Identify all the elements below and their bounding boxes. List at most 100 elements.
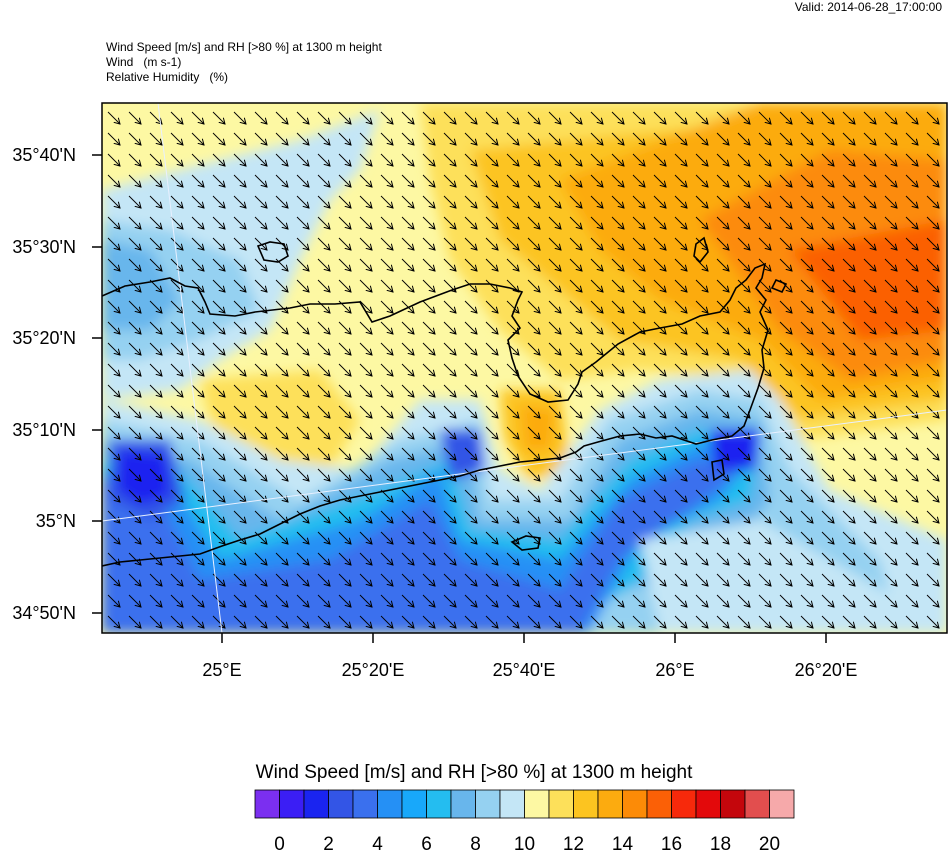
wind-arrow <box>758 174 771 187</box>
wind-arrow <box>737 447 750 460</box>
wind-arrow <box>464 300 477 313</box>
wind-arrow <box>842 258 855 271</box>
wind-arrow <box>548 384 561 397</box>
wind-arrow <box>464 132 477 145</box>
wind-arrow <box>170 594 183 607</box>
lon-label: 25°20'E <box>342 660 405 680</box>
wind-arrow <box>128 300 141 313</box>
wind-arrow <box>170 342 183 355</box>
wind-arrow <box>632 216 645 229</box>
wind-arrow <box>233 174 246 187</box>
wind-arrow <box>590 426 603 439</box>
wind-arrow <box>506 489 519 502</box>
wind-arrow <box>611 552 624 565</box>
wind-arrow <box>821 615 834 628</box>
wind-arrow <box>884 300 897 313</box>
wind-arrow <box>338 132 351 145</box>
wind-arrow <box>905 258 918 271</box>
wind-arrow <box>107 111 120 124</box>
wind-arrow <box>800 216 813 229</box>
wind-arrow <box>737 615 750 628</box>
wind-arrow <box>107 237 120 250</box>
colorbar-swatch <box>671 789 697 819</box>
wind-arrow <box>443 342 456 355</box>
wind-arrow <box>653 279 666 292</box>
wind-arrow <box>149 384 162 397</box>
wind-arrow <box>737 195 750 208</box>
wind-arrow <box>569 111 582 124</box>
wind-arrow <box>905 300 918 313</box>
wind-arrow <box>569 174 582 187</box>
wind-arrow <box>128 615 141 628</box>
wind-arrow <box>233 363 246 376</box>
wind-arrow <box>758 132 771 145</box>
wind-arrow <box>611 195 624 208</box>
wind-arrow <box>716 363 729 376</box>
wind-arrow <box>695 342 708 355</box>
wind-arrow <box>800 342 813 355</box>
wind-arrow <box>779 321 792 334</box>
wind-arrow <box>359 237 372 250</box>
wind-arrow <box>548 510 561 523</box>
wind-arrow <box>527 531 540 544</box>
wind-arrow <box>422 342 435 355</box>
colorbar-swatch <box>279 789 305 819</box>
wind-arrow <box>905 195 918 208</box>
wind-arrow <box>170 300 183 313</box>
wind-arrow <box>233 615 246 628</box>
wind-arrow <box>443 447 456 460</box>
wind-arrow <box>548 405 561 418</box>
wind-arrow <box>884 594 897 607</box>
wind-arrow <box>485 489 498 502</box>
wind-arrow <box>464 573 477 586</box>
wind-arrow <box>485 174 498 187</box>
wind-arrow <box>527 279 540 292</box>
wind-arrow <box>863 321 876 334</box>
wind-arrow <box>401 111 414 124</box>
wind-arrow <box>611 279 624 292</box>
wind-arrow <box>317 279 330 292</box>
wind-arrow <box>590 573 603 586</box>
wind-arrow <box>191 153 204 166</box>
wind-arrow <box>401 216 414 229</box>
wind-arrow <box>401 195 414 208</box>
wind-arrow <box>380 195 393 208</box>
wind-arrow <box>632 237 645 250</box>
wind-arrow <box>569 237 582 250</box>
wind-arrow <box>569 426 582 439</box>
wind-arrow <box>884 111 897 124</box>
wind-arrow <box>800 237 813 250</box>
wind-arrow <box>128 321 141 334</box>
wind-arrow <box>674 300 687 313</box>
wind-arrow <box>884 489 897 502</box>
wind-arrow <box>506 216 519 229</box>
wind-arrow <box>779 489 792 502</box>
wind-arrow <box>527 510 540 523</box>
wind-arrow <box>905 594 918 607</box>
wind-arrow <box>401 132 414 145</box>
wind-arrow <box>590 153 603 166</box>
wind-arrow <box>800 594 813 607</box>
wind-arrow <box>527 489 540 502</box>
colorbar-swatch <box>597 789 623 819</box>
wind-arrow <box>632 510 645 523</box>
wind-arrow <box>506 426 519 439</box>
wind-arrow <box>464 174 477 187</box>
wind-arrow <box>779 615 792 628</box>
colorbar-tick-label: 12 <box>562 834 585 855</box>
wind-arrow <box>674 132 687 145</box>
wind-arrow <box>338 279 351 292</box>
wind-arrow <box>380 447 393 460</box>
wind-arrow <box>863 216 876 229</box>
wind-arrow <box>569 489 582 502</box>
wind-arrow <box>317 468 330 481</box>
wind-arrow <box>611 153 624 166</box>
wind-arrow <box>338 573 351 586</box>
wind-arrow <box>317 342 330 355</box>
wind-arrow <box>863 510 876 523</box>
wind-arrow <box>380 279 393 292</box>
wind-arrow <box>254 363 267 376</box>
wind-arrow <box>317 237 330 250</box>
wind-arrow <box>863 153 876 166</box>
wind-arrow <box>884 363 897 376</box>
